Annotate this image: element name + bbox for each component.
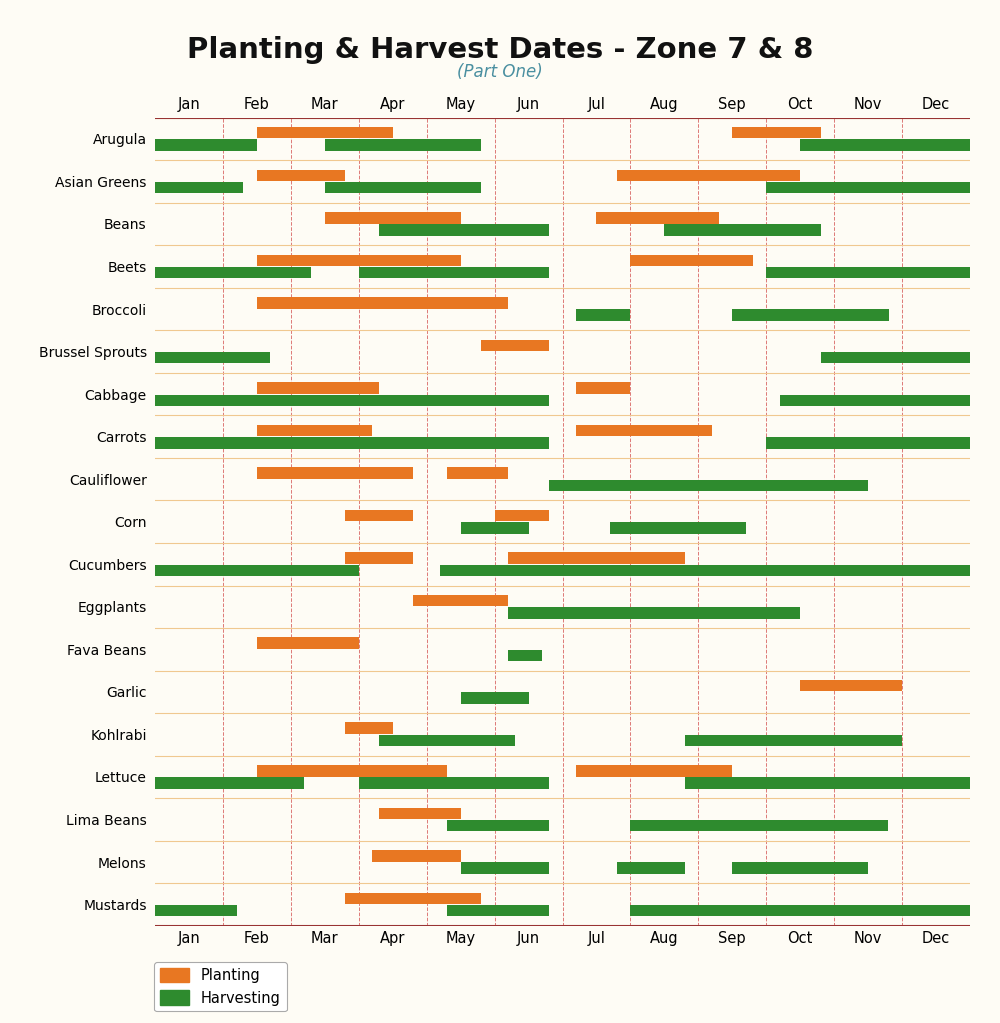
Bar <box>753 480 868 491</box>
Bar <box>508 608 800 619</box>
Bar <box>359 267 549 278</box>
Bar <box>379 735 515 747</box>
Bar <box>155 565 359 576</box>
Bar <box>447 905 549 917</box>
Bar <box>461 522 529 534</box>
Bar <box>345 552 413 564</box>
Bar <box>345 509 413 522</box>
Bar <box>549 480 753 491</box>
Bar <box>766 182 970 193</box>
Bar <box>257 425 372 436</box>
Bar <box>461 693 529 704</box>
Bar <box>617 170 800 181</box>
Bar <box>155 182 243 193</box>
Bar <box>413 595 508 607</box>
Bar <box>257 383 379 394</box>
Bar <box>447 819 549 832</box>
Bar <box>257 468 413 479</box>
Bar <box>685 735 821 747</box>
Bar <box>732 127 821 138</box>
Bar <box>481 340 549 351</box>
Bar <box>447 468 508 479</box>
Bar <box>379 807 461 819</box>
Bar <box>780 395 970 406</box>
Bar <box>821 735 902 747</box>
Bar <box>345 893 481 904</box>
Bar <box>257 255 461 266</box>
Bar <box>766 819 888 832</box>
Bar <box>325 212 461 224</box>
Bar <box>576 425 712 436</box>
Bar <box>596 212 719 224</box>
Bar <box>345 722 393 733</box>
Bar <box>766 267 970 278</box>
Bar <box>664 224 821 236</box>
Bar <box>495 509 549 522</box>
Bar <box>379 224 549 236</box>
Bar <box>325 139 481 150</box>
Bar <box>800 139 970 150</box>
Text: (Part One): (Part One) <box>457 63 543 82</box>
Bar <box>610 522 746 534</box>
Text: Planting & Harvest Dates - Zone 7 & 8: Planting & Harvest Dates - Zone 7 & 8 <box>187 36 813 63</box>
Bar <box>630 819 766 832</box>
Bar <box>345 297 508 309</box>
Bar <box>155 905 237 917</box>
Bar <box>257 170 345 181</box>
Bar <box>732 310 889 321</box>
Bar <box>508 552 685 564</box>
Bar <box>359 777 549 789</box>
Bar <box>257 127 393 138</box>
Bar <box>257 765 447 776</box>
Bar <box>576 765 732 776</box>
Bar <box>630 905 970 917</box>
Bar <box>576 310 630 321</box>
Bar <box>155 352 270 363</box>
Bar <box>155 267 311 278</box>
Bar <box>732 862 868 874</box>
Bar <box>440 565 970 576</box>
Bar <box>257 297 345 309</box>
Bar <box>155 777 304 789</box>
Bar <box>325 182 481 193</box>
Bar <box>155 395 549 406</box>
Bar <box>766 437 970 448</box>
Bar <box>508 650 542 661</box>
Bar <box>155 437 549 448</box>
Bar <box>821 352 970 363</box>
Bar <box>617 862 685 874</box>
Bar <box>257 637 359 649</box>
Legend: Planting, Harvesting: Planting, Harvesting <box>154 962 287 1012</box>
Bar <box>630 255 753 266</box>
Bar <box>800 680 902 692</box>
Bar <box>461 862 549 874</box>
Bar <box>372 850 461 861</box>
Bar <box>576 383 630 394</box>
Bar <box>685 777 970 789</box>
Bar <box>155 139 257 150</box>
